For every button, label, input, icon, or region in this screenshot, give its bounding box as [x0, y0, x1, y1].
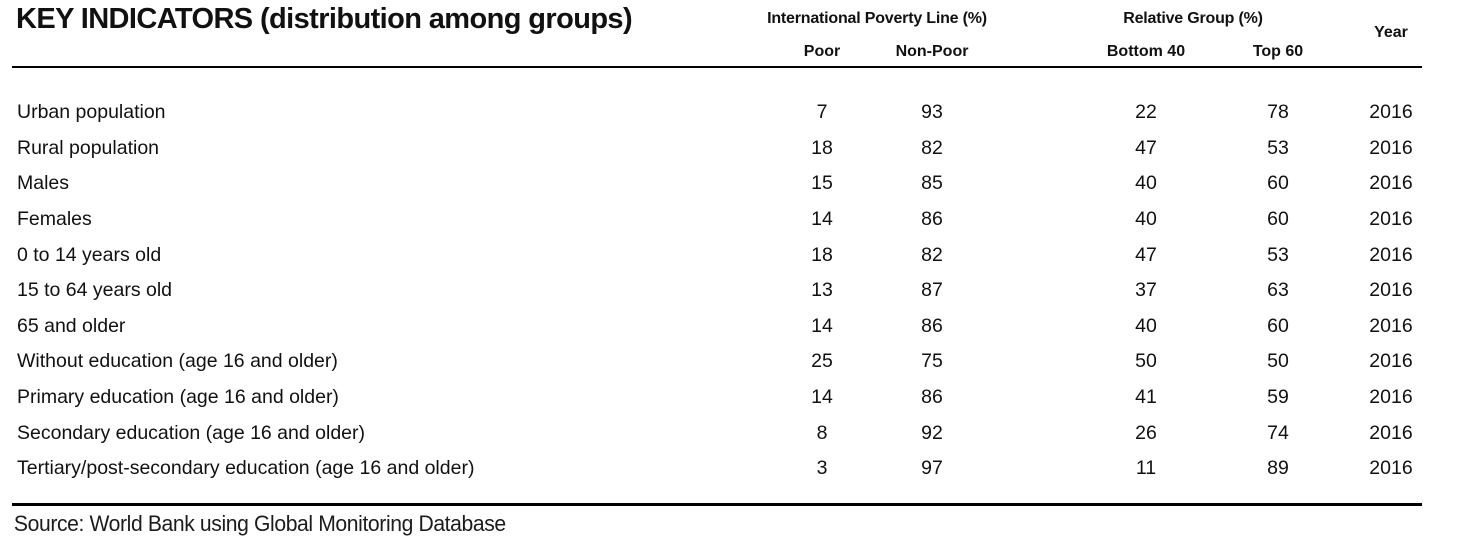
row-label: Primary education (age 16 and older): [17, 386, 339, 409]
poor-value: 8: [816, 421, 828, 444]
non-poor-value: 82: [921, 243, 943, 266]
top60-value: 89: [1267, 457, 1289, 480]
column-group-relative-group: Relative Group (%): [1123, 10, 1263, 27]
table-row: Urban population 7 93 22 78 2016: [12, 95, 1427, 131]
header-divider: [12, 66, 1422, 68]
bottom40-value: 47: [1135, 243, 1157, 266]
bottom40-value: 26: [1135, 421, 1157, 444]
footer-divider: [12, 502, 1422, 506]
poor-value: 3: [816, 457, 828, 480]
year-value: 2016: [1369, 172, 1413, 195]
table-row: Tertiary/post-secondary education (age 1…: [12, 451, 1427, 487]
year-value: 2016: [1369, 243, 1413, 266]
top60-value: 53: [1267, 243, 1289, 266]
row-label: Males: [17, 172, 70, 195]
table-row: Primary education (age 16 and older) 14 …: [12, 380, 1427, 416]
bottom40-value: 40: [1135, 172, 1157, 195]
year-value: 2016: [1369, 208, 1413, 231]
top60-value: 60: [1267, 208, 1289, 231]
bottom40-value: 41: [1135, 386, 1157, 409]
table-row: Without education (age 16 and older) 25 …: [12, 344, 1427, 380]
top60-value: 78: [1267, 101, 1289, 124]
table-header: KEY INDICATORS (distribution among group…: [12, 0, 1427, 66]
poor-value: 25: [811, 350, 833, 373]
poor-value: 14: [811, 386, 833, 409]
non-poor-value: 86: [921, 314, 943, 337]
table-row: Rural population 18 82 47 53 2016: [12, 131, 1427, 167]
column-header-year: Year: [1374, 24, 1408, 41]
table-row: Females 14 86 40 60 2016: [12, 202, 1427, 238]
bottom40-value: 11: [1135, 457, 1157, 480]
year-value: 2016: [1369, 457, 1413, 480]
top60-value: 53: [1267, 136, 1289, 159]
poor-value: 7: [816, 101, 828, 124]
non-poor-value: 75: [921, 350, 943, 373]
column-header-bottom40: Bottom 40: [1106, 43, 1186, 60]
key-indicators-table: KEY INDICATORS (distribution among group…: [12, 0, 1427, 537]
row-label: Secondary education (age 16 and older): [17, 421, 365, 444]
bottom40-value: 50: [1135, 350, 1157, 373]
bottom40-value: 22: [1135, 101, 1157, 124]
year-value: 2016: [1369, 350, 1413, 373]
page-title: KEY INDICATORS (distribution among group…: [16, 3, 633, 35]
non-poor-value: 93: [921, 101, 943, 124]
poor-value: 14: [811, 208, 833, 231]
column-header-top60: Top 60: [1252, 43, 1304, 60]
top60-value: 63: [1267, 279, 1289, 302]
non-poor-value: 97: [921, 457, 943, 480]
row-label: Females: [17, 208, 92, 231]
bottom40-value: 47: [1135, 136, 1157, 159]
top60-value: 60: [1267, 172, 1289, 195]
column-header-poor: Poor: [803, 43, 841, 60]
poor-value: 13: [811, 279, 833, 302]
poor-value: 18: [811, 243, 833, 266]
row-label: Tertiary/post-secondary education (age 1…: [17, 457, 475, 480]
row-label: Rural population: [17, 136, 160, 159]
bottom40-value: 37: [1135, 279, 1157, 302]
bottom40-value: 40: [1135, 314, 1157, 337]
poor-value: 18: [811, 136, 833, 159]
top60-value: 74: [1267, 421, 1289, 444]
year-value: 2016: [1369, 386, 1413, 409]
top60-value: 59: [1267, 386, 1289, 409]
top60-value: 60: [1267, 314, 1289, 337]
column-group-poverty-line: International Poverty Line (%): [767, 10, 987, 27]
table-body: Urban population 7 93 22 78 2016 Rural p…: [12, 68, 1427, 503]
year-value: 2016: [1369, 136, 1413, 159]
row-label: Urban population: [17, 101, 166, 124]
year-value: 2016: [1369, 101, 1413, 124]
non-poor-value: 86: [921, 208, 943, 231]
non-poor-value: 86: [921, 386, 943, 409]
row-label: 0 to 14 years old: [17, 243, 162, 266]
row-label: 15 to 64 years old: [17, 279, 173, 302]
column-header-non-poor: Non-Poor: [895, 43, 969, 60]
table-row: Males 15 85 40 60 2016: [12, 166, 1427, 202]
table-row: Secondary education (age 16 and older) 8…: [12, 415, 1427, 451]
poor-value: 14: [811, 314, 833, 337]
non-poor-value: 87: [921, 279, 943, 302]
top60-value: 50: [1267, 350, 1289, 373]
bottom40-value: 40: [1135, 208, 1157, 231]
non-poor-value: 92: [921, 421, 943, 444]
year-value: 2016: [1369, 314, 1413, 337]
source-note: Source: World Bank using Global Monitori…: [13, 510, 506, 536]
year-value: 2016: [1369, 421, 1413, 444]
row-label: 65 and older: [17, 314, 126, 337]
non-poor-value: 82: [921, 136, 943, 159]
table-row: 15 to 64 years old 13 87 37 63 2016: [12, 273, 1427, 309]
year-value: 2016: [1369, 279, 1413, 302]
table-row: 65 and older 14 86 40 60 2016: [12, 309, 1427, 345]
poor-value: 15: [811, 172, 833, 195]
table-row: 0 to 14 years old 18 82 47 53 2016: [12, 237, 1427, 273]
row-label: Without education (age 16 and older): [17, 350, 338, 373]
non-poor-value: 85: [921, 172, 943, 195]
